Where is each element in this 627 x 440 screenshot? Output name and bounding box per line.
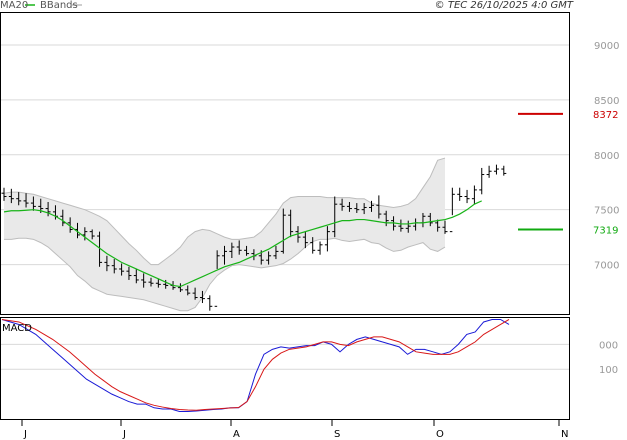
macd-axis-labels: 100 000 (599, 340, 618, 376)
ohlc-bar (207, 295, 213, 311)
macd-signal-line (1, 318, 510, 411)
bbands-legend-label: BBands (40, 0, 78, 11)
ohlc-bar (141, 273, 147, 288)
ohlc-bar (89, 229, 95, 240)
ohlc-bar (119, 263, 125, 276)
ohlc-bar (369, 200, 374, 212)
ohlc-bar (199, 290, 205, 304)
ohlc-bar (479, 167, 485, 195)
ohlc-bar (192, 287, 198, 300)
ohlc-bar (45, 201, 51, 217)
price-tick-label-9000: 9000 (594, 41, 619, 52)
macd-panel-frame (0, 317, 570, 420)
ohlc-bar (376, 195, 382, 219)
ma20-legend-label: MA20 (0, 0, 28, 11)
month-label: O (436, 429, 444, 440)
ohlc-bar (346, 201, 352, 212)
ohlc-bar (236, 240, 242, 255)
ohlc-bar (133, 268, 139, 284)
ohlc-bar (280, 208, 286, 254)
ohlc-bar (244, 245, 250, 256)
ohlc-bar (486, 165, 492, 178)
ohlc-bar (493, 164, 499, 175)
ohlc-bar (501, 165, 507, 176)
month-label: N (561, 429, 568, 440)
month-label: J (122, 429, 126, 440)
month-label: J (23, 429, 27, 440)
ohlc-bar (266, 251, 272, 265)
ohlc-bar (339, 198, 345, 211)
ohlc-bar (332, 196, 338, 238)
ohlc-bar (435, 219, 441, 232)
ohlc-bar (229, 242, 235, 258)
ohlc-bars (1, 164, 507, 311)
ohlc-bar (104, 255, 110, 272)
ohlc-bar (177, 283, 183, 293)
ohlc-bar (317, 241, 323, 255)
ohlc-bar (163, 279, 169, 289)
ohlc-bar (30, 196, 36, 211)
ma20-line (3, 200, 482, 288)
ohlc-bar (471, 185, 477, 205)
ohlc-bar (1, 187, 7, 201)
ohlc-bar (324, 226, 330, 252)
bollinger-band-area (4, 158, 445, 311)
ohlc-bar (361, 203, 367, 215)
ohlc-bar (97, 231, 103, 267)
price-panel-frame (0, 12, 570, 315)
copyright-timestamp: © TEC 26/10/2025 4:0 GMT (435, 0, 574, 11)
month-label: A (233, 429, 240, 440)
macd-tick-label-100: 100 (599, 365, 618, 376)
ohlc-bar (214, 250, 220, 307)
ohlc-bar (383, 210, 389, 227)
macd-line (1, 318, 510, 413)
ohlc-bar (222, 245, 227, 265)
ohlc-bar (464, 189, 470, 204)
ohlc-bar (288, 209, 294, 238)
ohlc-bar (442, 220, 448, 234)
ohlc-bar (449, 187, 455, 233)
level-label-8372: 8372 (593, 110, 618, 121)
ohlc-bar (16, 192, 22, 206)
ohlc-bar (155, 278, 161, 288)
macd-tick-label-000: 000 (599, 340, 618, 351)
price-tick-label-8000: 8000 (594, 151, 619, 162)
price-panel: 8372 7319 7000 7500 8000 8500 9000 (0, 41, 619, 312)
level-markers: 8372 7319 (518, 110, 618, 237)
ohlc-bar (148, 277, 154, 287)
ohlc-bar (126, 266, 132, 280)
price-tick-label-7500: 7500 (594, 206, 619, 217)
ohlc-bar (273, 245, 279, 260)
price-axis-labels: 7000 7500 8000 8500 9000 (594, 41, 619, 272)
level-label-7319: 7319 (593, 226, 618, 237)
price-tick-label-7000: 7000 (594, 261, 619, 272)
bollinger-lower-band (4, 237, 446, 312)
month-label: S (334, 429, 340, 440)
ohlc-bar (405, 220, 411, 233)
chart-frames (0, 12, 570, 420)
price-tick-label-8500: 8500 (594, 96, 619, 107)
ohlc-bar (111, 259, 117, 274)
macd-panel-title: MACD (2, 323, 32, 334)
macd-gridlines (0, 343, 570, 370)
ohlc-bar (67, 217, 73, 233)
ohlc-bar (8, 188, 14, 204)
ohlc-bar (398, 219, 404, 232)
ohlc-bar (185, 285, 191, 296)
ohlc-bar (23, 193, 29, 208)
ohlc-bar (310, 237, 316, 254)
ohlc-bar (427, 212, 433, 227)
macd-panel: MACD 100 000 (0, 318, 618, 413)
ohlc-bar (457, 187, 463, 201)
chart-header: MA20 BBands © TEC 26/10/2025 4:0 GMT (0, 0, 574, 11)
ohlc-bar (302, 231, 308, 249)
ohlc-bar (354, 203, 360, 213)
